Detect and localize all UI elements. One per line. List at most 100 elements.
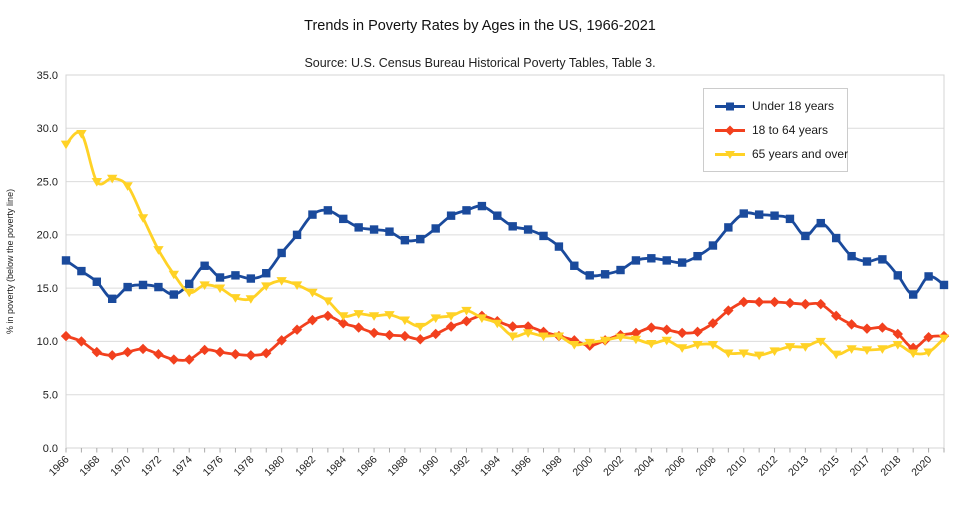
marker-square — [508, 222, 517, 231]
marker-diamond — [368, 327, 380, 339]
marker-square — [246, 274, 256, 283]
marker-triangle-down — [76, 130, 87, 139]
legend-swatch-triangle-down-icon — [715, 150, 745, 159]
x-tick-label: 1996 — [509, 454, 534, 479]
marker-diamond — [461, 315, 472, 327]
marker-square — [878, 255, 887, 264]
marker-triangle-down — [60, 140, 72, 150]
marker-triangle-down — [430, 314, 441, 323]
marker-square — [785, 214, 795, 224]
marker-diamond — [415, 334, 426, 345]
legend-label: Under 18 years — [752, 99, 835, 113]
marker-triangle-down — [815, 337, 826, 347]
y-tick-label: 5.0 — [43, 390, 58, 402]
marker-square — [908, 290, 918, 299]
series-under-18-years — [61, 201, 949, 303]
marker-square — [169, 290, 179, 299]
marker-square — [292, 230, 302, 240]
marker-square — [231, 271, 240, 280]
marker-square — [200, 261, 209, 270]
marker-diamond — [384, 329, 395, 341]
marker-triangle-down — [877, 345, 888, 354]
marker-diamond — [307, 314, 318, 326]
x-tick-label: 1988 — [385, 454, 410, 479]
marker-triangle-down — [800, 343, 811, 352]
marker-triangle-down — [230, 294, 241, 303]
marker-diamond — [291, 324, 303, 335]
marker-square — [739, 209, 748, 218]
marker-diamond — [76, 336, 87, 347]
legend-item-18-to-64-years: 18 to 64 years — [715, 123, 847, 137]
marker-triangle-down — [553, 332, 565, 342]
marker-diamond — [784, 297, 796, 309]
marker-square — [369, 225, 379, 234]
marker-diamond — [877, 322, 888, 333]
marker-diamond — [769, 296, 780, 308]
marker-triangle-down — [769, 347, 780, 357]
legend-item-under-18-years: Under 18 years — [715, 99, 847, 113]
y-tick-label: 30.0 — [37, 123, 58, 135]
marker-triangle-down — [707, 341, 719, 350]
chart-subtitle: Source: U.S. Census Bureau Historical Po… — [304, 56, 656, 70]
marker-triangle-down — [137, 214, 149, 223]
marker-square — [693, 251, 702, 261]
legend-item-65-years-and-over: 65 years and over — [715, 147, 848, 161]
marker-diamond — [322, 310, 334, 322]
marker-square — [92, 277, 102, 286]
marker-diamond — [445, 321, 457, 332]
marker-square — [446, 211, 456, 220]
marker-diamond — [646, 322, 657, 333]
series-line — [64, 204, 946, 301]
marker-triangle-down — [399, 316, 411, 326]
marker-triangle-down — [938, 334, 950, 344]
marker-square — [570, 261, 579, 270]
marker-diamond — [399, 330, 411, 342]
y-tick-label: 25.0 — [37, 176, 58, 188]
x-tick-label: 2000 — [570, 454, 595, 479]
marker-triangle-down — [646, 339, 657, 349]
marker-triangle-down — [245, 295, 257, 304]
y-tick-label: 10.0 — [37, 336, 58, 348]
marker-diamond — [923, 331, 934, 343]
marker-square — [677, 258, 687, 267]
marker-triangle-down — [738, 349, 749, 359]
x-tick-label: 1972 — [139, 454, 164, 479]
legend-label: 18 to 64 years — [752, 123, 829, 137]
marker-diamond — [692, 326, 703, 338]
marker-triangle-down — [153, 246, 164, 255]
x-tick-label: 1998 — [540, 454, 565, 479]
marker-triangle-down — [307, 288, 318, 298]
marker-diamond — [630, 327, 642, 339]
legend-swatch-square-icon — [715, 102, 745, 110]
marker-triangle-down — [569, 341, 580, 350]
marker-diamond — [91, 346, 103, 358]
x-tick-label: 2013 — [786, 454, 811, 479]
y-tick-label: 15.0 — [37, 283, 58, 295]
marker-triangle-down — [846, 345, 857, 354]
marker-diamond — [676, 327, 688, 339]
marker-diamond — [107, 350, 118, 361]
marker-diamond — [168, 354, 180, 365]
marker-square — [154, 282, 163, 292]
marker-square — [431, 224, 440, 233]
marker-triangle-down — [91, 177, 103, 187]
marker-diamond — [522, 321, 534, 332]
marker-triangle-down — [723, 349, 734, 359]
x-tick-label: 2008 — [694, 454, 719, 479]
marker-triangle-down — [384, 311, 395, 320]
x-tick-label: 2018 — [878, 454, 903, 479]
marker-square — [523, 225, 533, 234]
x-tick-label: 2015 — [817, 454, 842, 479]
marker-square — [893, 271, 902, 280]
marker-triangle-down — [122, 182, 133, 191]
marker-triangle-down — [923, 348, 934, 358]
y-tick-label: 20.0 — [37, 230, 58, 242]
x-tick-label: 1974 — [170, 454, 195, 479]
marker-square — [631, 256, 641, 265]
marker-diamond — [753, 296, 765, 308]
marker-square — [939, 280, 949, 290]
marker-square — [647, 254, 656, 263]
x-tick-label: 2012 — [755, 454, 780, 479]
marker-triangle-down — [830, 350, 842, 360]
